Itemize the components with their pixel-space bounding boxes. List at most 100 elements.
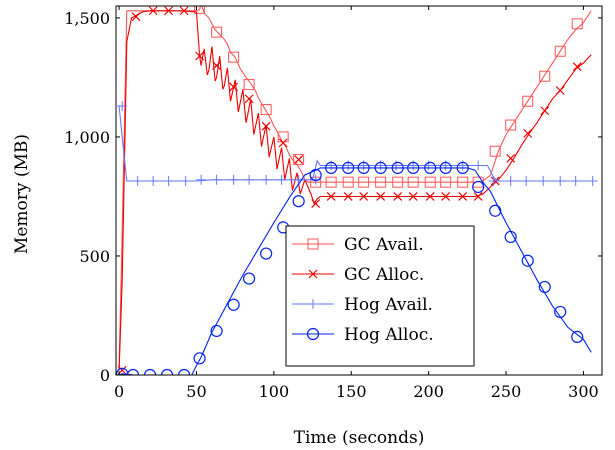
data-point <box>160 368 174 375</box>
data-point <box>489 204 502 217</box>
data-point <box>179 6 189 16</box>
data-point <box>539 70 551 82</box>
data-point <box>311 199 321 209</box>
legend-label: Hog Alloc. <box>344 325 434 345</box>
data-point <box>148 175 159 186</box>
data-point <box>293 154 305 166</box>
data-point <box>342 176 354 188</box>
data-point <box>572 62 582 72</box>
data-point <box>211 174 222 185</box>
data-point <box>278 138 288 148</box>
data-point <box>555 86 565 95</box>
data-point <box>571 330 584 344</box>
data-point <box>210 324 223 338</box>
data-point <box>196 174 207 185</box>
data-point <box>277 131 289 143</box>
series-line <box>118 10 592 371</box>
series-layer <box>116 6 598 375</box>
legend: GC Avail. GC Alloc. Hog Avail. Hog Alloc. <box>285 225 475 367</box>
ticks-layer: 0 50 100 150 200 250 300 0 500 1,000 1,500 <box>64 6 602 401</box>
data-point <box>407 176 419 188</box>
data-point <box>261 174 272 185</box>
plot-frame <box>115 5 603 376</box>
data-point <box>357 161 370 174</box>
data-point <box>489 145 501 157</box>
data-point <box>554 45 566 57</box>
legend-entry: GC Avail. <box>292 235 424 255</box>
data-point <box>180 175 191 186</box>
data-point <box>228 51 240 63</box>
data-point <box>325 161 338 174</box>
data-point <box>505 175 516 186</box>
data-point <box>375 176 387 188</box>
data-point <box>359 192 369 201</box>
y-tick-label: 0 <box>100 366 110 385</box>
data-point <box>393 192 403 201</box>
legend-entry: GC Alloc. <box>292 265 424 285</box>
data-point <box>143 368 157 375</box>
series-line <box>118 105 592 182</box>
x-tick-label: 100 <box>259 382 290 401</box>
x-tick-label: 200 <box>413 382 444 401</box>
data-point <box>212 61 222 70</box>
x-tick-label: 0 <box>114 382 124 401</box>
data-point <box>407 161 420 174</box>
data-point <box>408 192 418 201</box>
data-point <box>523 128 533 138</box>
data-point <box>358 176 370 188</box>
data-point <box>540 106 550 116</box>
series-0 <box>118 6 592 368</box>
data-point <box>126 368 140 375</box>
series-1 <box>117 6 592 375</box>
legend-marker <box>306 327 320 341</box>
data-point <box>292 195 305 208</box>
data-point <box>458 192 468 201</box>
legend-label: Hog Avail. <box>344 295 433 315</box>
x-tick-label: 50 <box>186 382 206 401</box>
data-point <box>227 298 240 311</box>
y-tick-label: 1,000 <box>64 128 110 147</box>
data-point <box>374 161 387 174</box>
data-point <box>456 161 469 174</box>
y-tick-label: 1,500 <box>64 9 110 28</box>
data-point <box>473 160 484 171</box>
x-tick-label: 150 <box>336 382 367 401</box>
data-point <box>294 155 304 164</box>
data-point <box>571 18 583 30</box>
data-point <box>163 175 174 186</box>
data-point <box>587 175 598 186</box>
series-line <box>118 6 592 368</box>
data-point <box>522 95 534 107</box>
legend-marker <box>308 299 318 309</box>
data-point <box>538 175 549 186</box>
data-point <box>343 192 353 201</box>
data-point <box>260 104 272 116</box>
data-point <box>309 168 322 182</box>
legend-entry: Hog Alloc. <box>292 325 434 345</box>
data-point <box>194 6 206 14</box>
data-point <box>178 368 191 375</box>
data-point <box>261 121 271 131</box>
legend-marker <box>307 238 319 250</box>
data-point <box>488 175 499 186</box>
data-point <box>555 175 566 186</box>
data-point <box>457 176 469 188</box>
data-point <box>376 192 386 201</box>
series-2 <box>117 100 598 186</box>
data-point <box>392 176 404 188</box>
data-point <box>326 192 336 201</box>
y-axis-label: Memory (MB) <box>12 134 32 254</box>
data-point <box>244 174 255 185</box>
data-point <box>441 192 451 201</box>
data-point <box>424 161 437 174</box>
x-tick-label: 300 <box>568 382 599 401</box>
data-point <box>391 161 404 174</box>
data-point <box>193 352 206 365</box>
x-axis-label: Time (seconds) <box>294 428 425 448</box>
data-point <box>132 175 143 186</box>
data-point <box>228 174 239 185</box>
data-point <box>342 161 355 174</box>
data-point <box>570 175 581 186</box>
data-point <box>243 79 255 91</box>
